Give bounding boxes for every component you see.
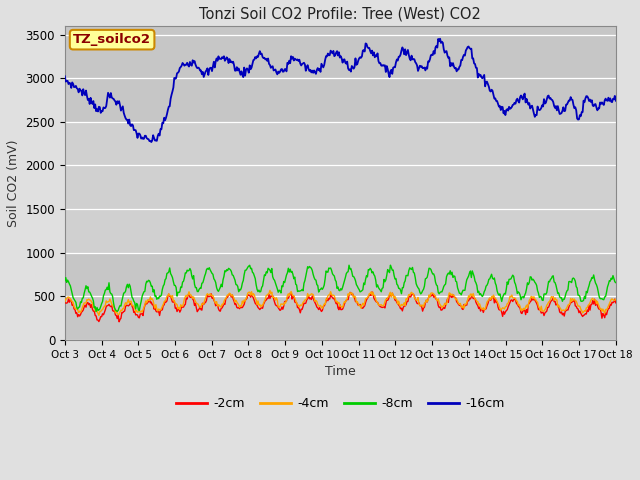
Legend: -2cm, -4cm, -8cm, -16cm: -2cm, -4cm, -8cm, -16cm bbox=[171, 393, 510, 415]
X-axis label: Time: Time bbox=[325, 365, 356, 378]
Y-axis label: Soil CO2 (mV): Soil CO2 (mV) bbox=[7, 139, 20, 227]
Bar bbox=[65, 26, 616, 122]
Text: TZ_soilco2: TZ_soilco2 bbox=[73, 33, 151, 46]
Title: Tonzi Soil CO2 Profile: Tree (West) CO2: Tonzi Soil CO2 Profile: Tree (West) CO2 bbox=[199, 7, 481, 22]
Bar bbox=[65, 253, 616, 340]
